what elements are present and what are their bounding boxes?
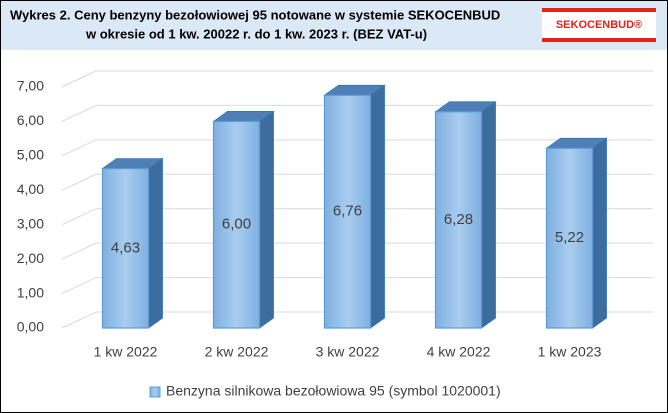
y-tick-label: 1,00 bbox=[17, 284, 44, 300]
y-tick-label: 6,00 bbox=[17, 112, 44, 128]
x-tick-label: 3 kw 2022 bbox=[316, 344, 380, 360]
logo: SEKOCENBUD® bbox=[542, 8, 656, 42]
value-label: 6,76 bbox=[333, 203, 362, 220]
value-label: 6,28 bbox=[444, 211, 473, 228]
grid-line bbox=[61, 70, 653, 88]
x-tick-label: 4 kw 2022 bbox=[427, 344, 491, 360]
bar-side bbox=[148, 157, 163, 329]
logo-stripe bbox=[542, 38, 656, 42]
legend-label: Benzyna silnikowa bezołowiowa 95 (symbol… bbox=[166, 383, 501, 399]
chart-title: Wykres 2. Ceny benzyny bezołowiowej 95 n… bbox=[10, 7, 500, 22]
x-tick-label: 1 kw 2022 bbox=[94, 344, 158, 360]
x-tick-label: 2 kw 2022 bbox=[205, 344, 269, 360]
bar bbox=[323, 94, 372, 329]
logo-stripe bbox=[542, 8, 656, 12]
y-tick-label: 0,00 bbox=[17, 319, 44, 335]
bar-side bbox=[592, 137, 607, 329]
value-label: 4,63 bbox=[111, 239, 140, 256]
bar bbox=[101, 167, 150, 329]
y-tick-label: 2,00 bbox=[17, 250, 44, 266]
y-tick-label: 3,00 bbox=[17, 215, 44, 231]
value-label: 5,22 bbox=[555, 229, 584, 246]
x-tick-label: 1 kw 2023 bbox=[538, 344, 602, 360]
y-tick-label: 4,00 bbox=[17, 181, 44, 197]
bar-side bbox=[259, 110, 274, 329]
value-label: 6,00 bbox=[222, 216, 251, 233]
logo-bg bbox=[542, 8, 656, 42]
bar bbox=[212, 120, 261, 329]
logo-text: SEKOCENBUD® bbox=[556, 19, 642, 31]
y-tick-label: 5,00 bbox=[17, 147, 44, 163]
bar bbox=[434, 111, 483, 329]
bar-side bbox=[481, 101, 496, 329]
bar-side bbox=[370, 84, 385, 329]
bar bbox=[545, 147, 594, 329]
chart-subtitle: w okresie od 1 kw. 20022 r. do 1 kw. 202… bbox=[85, 26, 427, 41]
y-tick-label: 7,00 bbox=[17, 78, 44, 94]
legend-swatch bbox=[149, 386, 161, 398]
